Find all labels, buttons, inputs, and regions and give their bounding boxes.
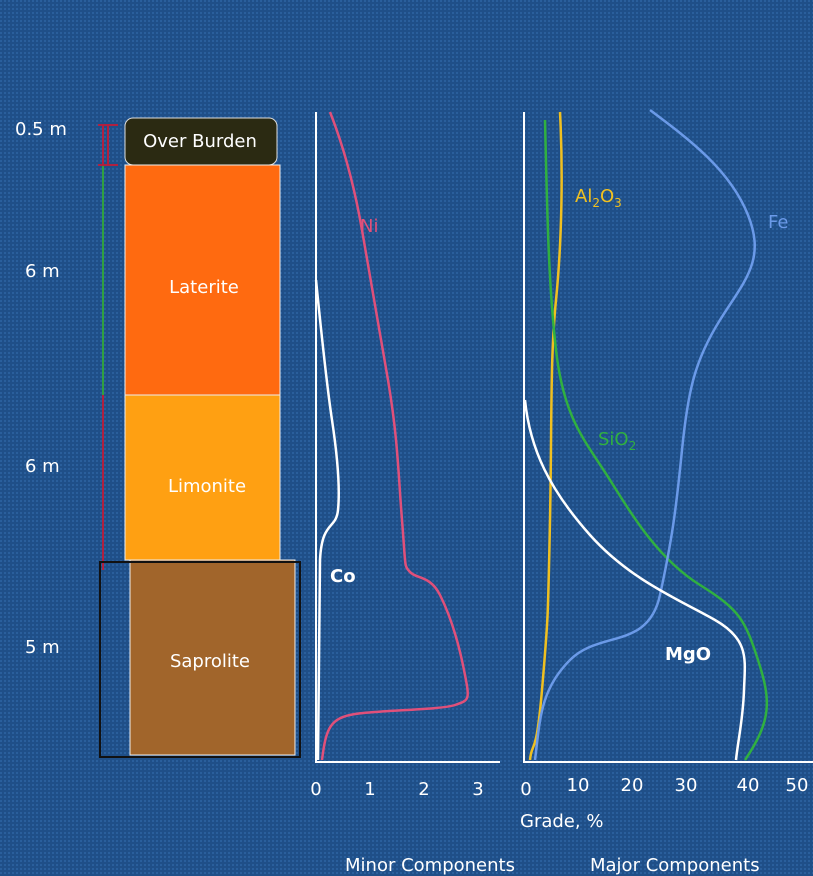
major-tick-label: 20 (621, 775, 644, 796)
layer-laterite (124, 164, 281, 396)
curve-label: MgO (665, 644, 711, 665)
curve-label: SiO2 (598, 429, 636, 453)
panel-label: Minor Components (345, 855, 515, 876)
curve-mgo (523, 399, 747, 761)
layer-label: Over Burden (143, 131, 257, 152)
major-tick-label: 0 (520, 779, 531, 800)
minor-tick-label: 0 (310, 779, 321, 800)
x-axis-label: Grade, % (520, 811, 603, 832)
curve-label: Ni (360, 216, 378, 237)
minor-tick-label: 3 (472, 779, 483, 800)
major-tick-label: 50 (786, 775, 809, 796)
depth-label: 6 m (25, 261, 60, 282)
major-tick-label: 10 (567, 775, 590, 796)
depth-label: 6 m (25, 456, 60, 477)
major-tick-label: 40 (737, 775, 760, 796)
curve-fe (533, 109, 756, 761)
layer-label: Saprolite (170, 651, 250, 672)
curve-sio2 (543, 119, 769, 761)
label-part: SiO (598, 429, 629, 450)
curve-co (314, 279, 340, 761)
major-tick-label: 30 (675, 775, 698, 796)
label-part: 2 (629, 439, 637, 453)
curve-label: Fe (768, 212, 788, 233)
curve-ni (320, 111, 469, 761)
label-part: 2 (592, 196, 600, 210)
major-axis (523, 112, 813, 763)
layer-saprolite (129, 559, 296, 756)
bracket (98, 124, 118, 166)
depth-label: 5 m (25, 637, 60, 658)
label-part: 3 (614, 196, 622, 210)
curve-al2o3 (528, 111, 563, 761)
layer-label: Laterite (169, 277, 239, 298)
minor-tick-label: 1 (364, 779, 375, 800)
tick-labels: 0 1 2 3 0 10 20 30 40 50 (310, 775, 808, 800)
curve-label: Al2O3 (575, 186, 622, 210)
minor-tick-label: 2 (418, 779, 429, 800)
panel-label: Major Components (590, 855, 760, 876)
minor-axis (315, 112, 500, 763)
curve-label: Co (330, 566, 356, 587)
saprolite-frame (99, 561, 301, 758)
label-part: O (600, 186, 614, 207)
label-part: Al (575, 186, 592, 207)
depth-label: 0.5 m (15, 119, 67, 140)
layer-label: Limonite (168, 476, 246, 497)
